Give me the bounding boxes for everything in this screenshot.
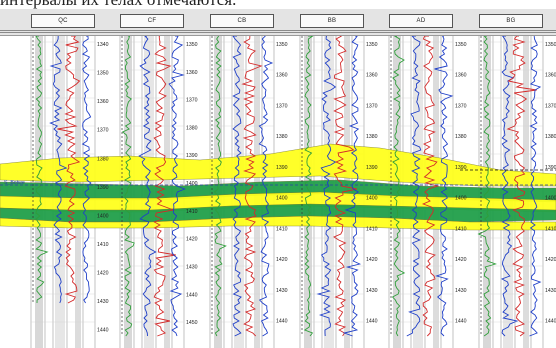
depth-tick-label: 1400: [276, 196, 288, 202]
neutron-curve: [258, 36, 274, 337]
depth-tick-label: 1370: [366, 103, 378, 109]
well-tab-bg[interactable]: BG: [479, 14, 543, 28]
well-tab-bb[interactable]: BB: [300, 14, 364, 28]
depth-tick-label: 1380: [455, 134, 467, 140]
depth-tick-label: 1370: [97, 128, 109, 134]
gamma-ray-curve: [303, 36, 314, 337]
resistivity-curve: [57, 36, 81, 304]
depth-tick-label: 1450: [186, 320, 198, 326]
well-tab-qc[interactable]: QC: [31, 14, 95, 28]
gamma-ray-curve: [121, 36, 135, 337]
depth-tick-label: 1370: [276, 103, 288, 109]
sand-layer: [0, 215, 556, 231]
density-curve: [49, 36, 68, 304]
depth-tick-label: 1390: [545, 165, 556, 171]
well-header-bar: QC CF CB BB AD BG: [0, 9, 556, 36]
depth-tick-label: 1350: [545, 42, 556, 48]
depth-tick-label: 1360: [186, 70, 198, 76]
depth-tick-label: 1420: [545, 257, 556, 263]
depth-tick-label: 1420: [455, 257, 467, 263]
neutron-curve: [342, 36, 362, 337]
depth-tick-label: 1390: [97, 185, 109, 191]
depth-tick-label: 1340: [97, 42, 109, 48]
depth-tick-label: 1350: [366, 42, 378, 48]
depth-tick-label: 1440: [455, 319, 467, 325]
depth-tick-label: 1360: [545, 73, 556, 79]
depth-tick-label: 1360: [276, 73, 288, 79]
depth-tick-label: 1430: [276, 288, 288, 294]
depth-tick-label: 1400: [455, 196, 467, 202]
depth-tick-label: 1440: [186, 292, 198, 298]
depth-tick-label: 1350: [97, 71, 109, 77]
neutron-curve: [529, 36, 542, 337]
density-curve: [500, 36, 519, 337]
depth-tick-label: 1410: [186, 209, 198, 215]
depth-tick-label: 1430: [186, 264, 198, 270]
depth-tick-label: 1380: [186, 125, 198, 131]
well-tab-cb[interactable]: CB: [210, 14, 274, 28]
gamma-ray-curve: [213, 36, 227, 337]
caption-text: интервалы их телах отмечаются.: [0, 0, 556, 9]
depth-tick-label: 1410: [97, 242, 109, 248]
resistivity-curve: [421, 36, 440, 337]
header-divider: [0, 30, 556, 31]
depth-tick-label: 1400: [97, 213, 109, 219]
depth-tick-label: 1420: [366, 257, 378, 263]
depth-tick-label: 1370: [186, 98, 198, 104]
depth-tick-label: 1410: [455, 226, 467, 232]
depth-tick-label: 1410: [545, 226, 556, 232]
depth-tick-label: 1360: [455, 73, 467, 79]
density-curve: [316, 36, 337, 337]
gamma-ray-curve: [35, 36, 49, 304]
resistivity-curve: [153, 36, 176, 337]
depth-tick-label: 1360: [97, 99, 109, 105]
depth-tick-label: 1420: [276, 257, 288, 263]
depth-tick-label: 1350: [276, 42, 288, 48]
depth-tick-label: 1380: [97, 156, 109, 162]
neutron-curve: [434, 36, 454, 337]
well-tab-ad[interactable]: AD: [389, 14, 453, 28]
depth-tick-label: 1430: [366, 288, 378, 294]
depth-tick-label: 1400: [545, 196, 556, 202]
depth-tick-label: 1350: [455, 42, 467, 48]
depth-tick-label: 1430: [545, 288, 556, 294]
depth-tick-label: 1390: [276, 165, 288, 171]
depth-tick-label: 1390: [455, 165, 467, 171]
density-curve: [138, 36, 157, 337]
resistivity-curve: [333, 36, 357, 337]
resistivity-curve: [241, 36, 263, 337]
depth-tick-label: 1430: [455, 288, 467, 294]
gamma-ray-curve: [477, 36, 497, 337]
well-tab-cf[interactable]: CF: [120, 14, 184, 28]
density-curve: [406, 36, 422, 337]
depth-tick-label: 1370: [545, 103, 556, 109]
density-curve: [232, 36, 242, 337]
neutron-curve: [168, 36, 186, 337]
header-divider-2: [0, 32, 556, 33]
depth-tick-label: 1350: [186, 42, 198, 48]
depth-tick-label: 1360: [366, 73, 378, 79]
depth-tick-label: 1390: [186, 153, 198, 159]
depth-tick-label: 1420: [97, 271, 109, 277]
depth-tick-label: 1380: [545, 134, 556, 140]
depth-tick-label: 1380: [366, 134, 378, 140]
depth-tick-label: 1380: [276, 134, 288, 140]
depth-tick-label: 1370: [455, 103, 467, 109]
neutron-curve: [81, 36, 92, 304]
depth-tick-label: 1420: [186, 237, 198, 243]
depth-tick-label: 1440: [366, 319, 378, 325]
depth-tick-label: 1400: [186, 181, 198, 187]
depth-tick-label: 1410: [366, 226, 378, 232]
depth-tick-label: 1410: [276, 226, 288, 232]
resistivity-curve: [506, 36, 537, 337]
depth-tick-label: 1440: [276, 319, 288, 325]
depth-tick-label: 1440: [97, 328, 109, 334]
well-correlation-panel[interactable]: 1340 1350 1360 1370 1380 1390 1400 1410 1420 1430…: [0, 36, 556, 348]
gamma-ray-curve: [391, 36, 406, 337]
depth-tick-label: 1400: [366, 196, 378, 202]
marker-label: S_Botwe: [4, 180, 25, 186]
depth-tick-label: 1440: [545, 319, 556, 325]
depth-tick-label: 1430: [97, 299, 109, 305]
depth-tick-label: 1390: [366, 165, 378, 171]
